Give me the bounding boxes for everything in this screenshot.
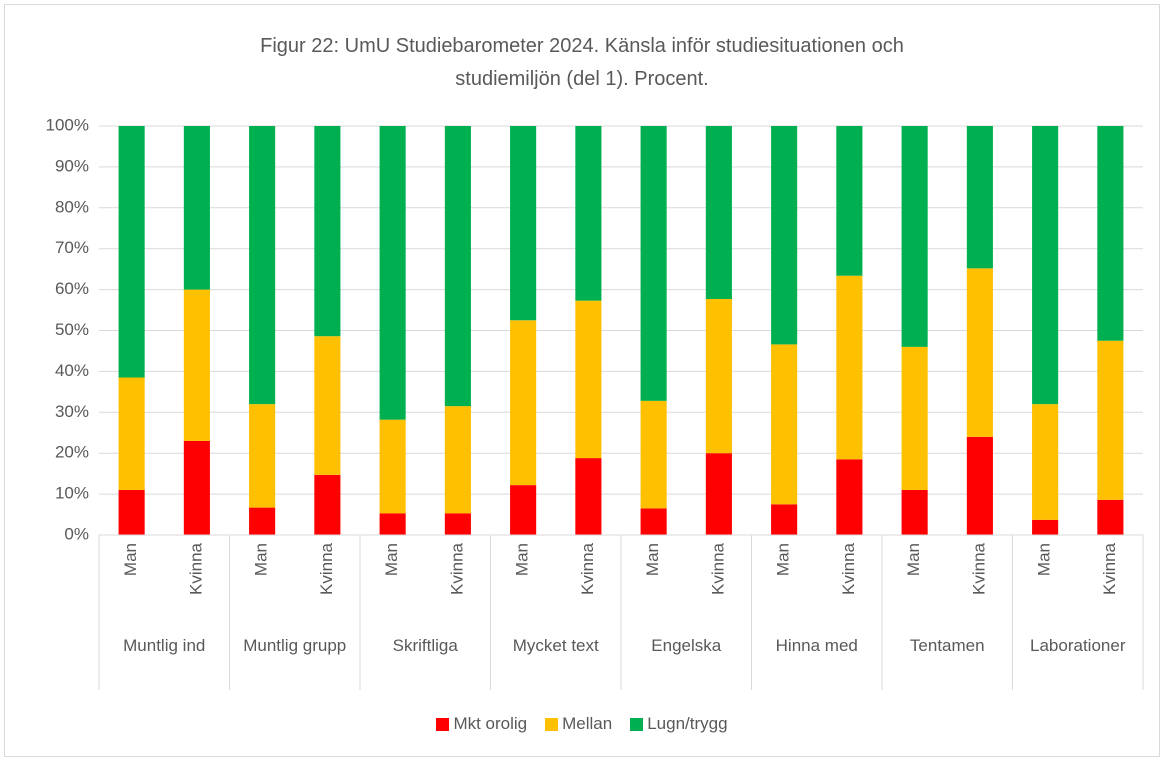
- x-tick-label: Kvinna: [969, 542, 988, 595]
- bar-segment: [1097, 340, 1124, 500]
- group-label: Muntlig grupp: [243, 636, 347, 655]
- bar-segment: [640, 508, 667, 535]
- group-label: Engelska: [651, 636, 722, 655]
- bar-segment: [183, 126, 210, 290]
- chart-border: [4, 4, 1160, 757]
- bar-segment: [1032, 519, 1059, 535]
- bar-segment: [640, 126, 667, 401]
- bar-segment: [379, 513, 406, 535]
- bar-segment: [1032, 126, 1059, 405]
- y-tick-label: 40%: [55, 361, 89, 380]
- bar-segment: [510, 320, 537, 486]
- bar-segment: [901, 126, 928, 347]
- bar-segment: [771, 504, 798, 535]
- bar-segment: [966, 268, 993, 437]
- x-tick-label: Kvinna: [708, 542, 727, 595]
- bar-segment: [705, 126, 732, 300]
- group-label: Laborationer: [1030, 636, 1126, 655]
- y-tick-label: 90%: [55, 156, 89, 175]
- legend: Mkt orolig Mellan Lugn/trygg: [0, 714, 1164, 734]
- y-tick-label: 80%: [55, 197, 89, 216]
- bar-segment: [966, 126, 993, 269]
- x-tick-label: Kvinna: [1100, 542, 1119, 595]
- bar-segment: [901, 346, 928, 491]
- group-label: Tentamen: [909, 636, 985, 655]
- bar-segment: [510, 126, 537, 321]
- chart-title: Figur 22: UmU Studiebarometer 2024. Käns…: [260, 35, 904, 90]
- bar-segment: [901, 490, 928, 535]
- group-label: Hinna med: [775, 636, 858, 655]
- x-tick-label: Kvinna: [578, 542, 597, 595]
- bar-segment: [836, 126, 863, 276]
- bar-segment: [444, 513, 471, 535]
- bar-segment: [314, 336, 341, 475]
- bar-segment: [183, 440, 210, 535]
- group-label: Muntlig ind: [123, 636, 206, 655]
- legend-swatch: [545, 717, 559, 731]
- y-tick-label: 100%: [46, 115, 89, 134]
- bar-segment: [249, 126, 276, 405]
- x-tick-label: Man: [513, 543, 532, 576]
- x-tick-label: Man: [904, 543, 923, 576]
- x-tick-label: Man: [1035, 543, 1054, 576]
- bar-segment: [705, 453, 732, 535]
- y-tick-label: 70%: [55, 238, 89, 257]
- legend-item: Mkt orolig: [436, 714, 527, 734]
- bar-segment: [836, 275, 863, 460]
- bar-segment: [249, 507, 276, 535]
- bar-segment: [771, 344, 798, 505]
- bar-segment: [1032, 404, 1059, 520]
- bar-segment: [444, 406, 471, 514]
- x-tick-label: Man: [121, 543, 140, 576]
- group-label: Mycket text: [512, 636, 599, 655]
- bar-segment: [183, 289, 210, 441]
- bar-segment: [575, 300, 602, 459]
- bar-segment: [836, 459, 863, 535]
- legend-item: Lugn/trygg: [630, 714, 728, 734]
- x-tick-label: Man: [252, 543, 271, 576]
- legend-swatch: [630, 717, 644, 731]
- y-tick-label: 60%: [55, 279, 89, 298]
- x-tick-label: Kvinna: [447, 542, 466, 595]
- x-tick-label: Kvinna: [839, 542, 858, 595]
- y-tick-label: 10%: [55, 484, 89, 503]
- bar-segment: [640, 400, 667, 509]
- legend-item: Mellan: [545, 714, 612, 734]
- legend-label: Mellan: [562, 714, 613, 733]
- bar-segment: [118, 377, 145, 491]
- x-tick-label: Man: [643, 543, 662, 576]
- group-label: Skriftliga: [392, 636, 458, 655]
- bar-segment: [314, 126, 341, 337]
- y-tick-label: 50%: [55, 320, 89, 339]
- legend-label: Lugn/trygg: [647, 714, 728, 733]
- bar-segment: [444, 126, 471, 407]
- legend-label: Mkt orolig: [453, 714, 528, 733]
- bar-segment: [1097, 499, 1124, 535]
- bar-segment: [249, 404, 276, 508]
- bar-segment: [118, 126, 145, 378]
- bar-segment: [1097, 126, 1124, 341]
- y-tick-label: 30%: [55, 402, 89, 421]
- bar-segment: [575, 458, 602, 535]
- bar-segment: [705, 299, 732, 454]
- y-tick-label: 20%: [55, 443, 89, 462]
- bar-segment: [379, 419, 406, 514]
- x-tick-label: Man: [382, 543, 401, 576]
- bar-segment: [379, 126, 406, 420]
- x-tick-label: Kvinna: [317, 542, 336, 595]
- y-tick-label: 0%: [64, 524, 89, 543]
- bar-segment: [966, 436, 993, 535]
- bar-segment: [771, 126, 798, 345]
- legend-swatch: [436, 717, 450, 731]
- bar-segment: [510, 485, 537, 535]
- x-tick-label: Man: [774, 543, 793, 576]
- bar-segment: [575, 126, 602, 301]
- x-tick-label: Kvinna: [186, 542, 205, 595]
- bar-segment: [314, 474, 341, 535]
- bar-segment: [118, 490, 145, 535]
